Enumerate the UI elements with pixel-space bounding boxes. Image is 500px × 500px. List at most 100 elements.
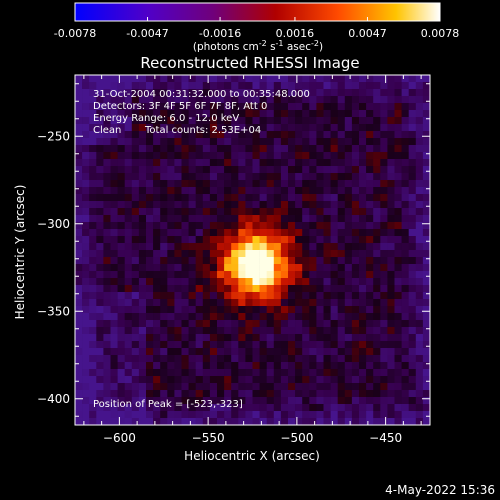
x-tick-label: −450 bbox=[369, 431, 402, 445]
heatmap-cell bbox=[174, 201, 182, 209]
heatmap-cell bbox=[117, 306, 125, 314]
heatmap-cell bbox=[380, 236, 388, 244]
heatmap-cell bbox=[401, 110, 409, 118]
heatmap-cell bbox=[330, 418, 338, 426]
x-tick-label: −550 bbox=[192, 431, 225, 445]
heatmap-cell bbox=[359, 110, 367, 118]
heatmap-cell bbox=[124, 411, 133, 419]
heatmap-cell bbox=[231, 208, 239, 216]
heatmap-cell bbox=[110, 362, 118, 370]
heatmap-cell bbox=[323, 341, 331, 349]
heatmap-cell bbox=[160, 222, 168, 230]
heatmap-cell bbox=[238, 124, 246, 132]
heatmap-cell bbox=[380, 320, 388, 328]
heatmap-cell bbox=[401, 369, 409, 377]
heatmap-cell bbox=[401, 348, 409, 356]
heatmap-cell bbox=[181, 376, 189, 384]
heatmap-cell bbox=[394, 131, 402, 139]
heatmap-cell bbox=[188, 397, 196, 405]
heatmap-cell bbox=[387, 404, 395, 412]
heatmap-cell bbox=[330, 236, 338, 244]
heatmap-cell bbox=[103, 201, 111, 209]
heatmap-cell bbox=[110, 397, 118, 405]
heatmap-cell bbox=[110, 229, 118, 237]
heatmap-cell bbox=[209, 222, 218, 230]
heatmap-cell bbox=[146, 376, 154, 384]
heatmap-cell bbox=[138, 187, 147, 195]
heatmap-cell bbox=[103, 117, 111, 125]
heatmap-cell bbox=[146, 110, 154, 118]
heatmap-cell bbox=[231, 103, 239, 111]
heatmap-cell bbox=[422, 390, 431, 398]
heatmap-cell bbox=[96, 124, 104, 132]
heatmap-cell bbox=[323, 180, 331, 188]
heatmap-cell bbox=[138, 285, 147, 293]
heatmap-cell bbox=[295, 124, 303, 132]
heatmap-cell bbox=[330, 166, 338, 174]
heatmap-cell bbox=[181, 404, 189, 412]
heatmap-cell bbox=[337, 180, 346, 188]
heatmap-cell bbox=[302, 110, 310, 118]
heatmap-cell bbox=[295, 166, 303, 174]
heatmap-cell bbox=[209, 320, 218, 328]
heatmap-cell bbox=[422, 313, 431, 321]
heatmap-cell bbox=[295, 145, 303, 153]
heatmap-cell bbox=[394, 138, 402, 146]
heatmap-cell bbox=[89, 131, 97, 139]
heatmap-cell bbox=[288, 75, 296, 83]
heatmap-cell bbox=[266, 376, 275, 384]
heatmap-cell bbox=[231, 222, 239, 230]
heatmap-cell bbox=[124, 418, 133, 426]
heatmap-cell bbox=[167, 257, 175, 265]
heatmap-cell bbox=[224, 355, 232, 363]
heatmap-cell bbox=[330, 313, 338, 321]
heatmap-cell bbox=[209, 194, 218, 202]
heatmap-cell bbox=[117, 215, 125, 223]
heatmap-cell bbox=[422, 376, 431, 384]
heatmap-cell bbox=[209, 418, 218, 426]
heatmap-cell bbox=[316, 138, 324, 146]
heatmap-cell bbox=[188, 82, 196, 90]
heatmap-cell bbox=[224, 313, 232, 321]
heatmap-cell bbox=[245, 404, 253, 412]
heatmap-cell bbox=[280, 131, 289, 139]
heatmap-cell bbox=[96, 250, 104, 258]
heatmap-cell bbox=[337, 152, 346, 160]
heatmap-cell bbox=[273, 404, 282, 412]
heatmap-cell bbox=[181, 117, 189, 125]
heatmap-cell bbox=[295, 187, 303, 195]
heatmap-cell bbox=[373, 348, 381, 356]
heatmap-cell bbox=[89, 138, 97, 146]
heatmap-cell bbox=[117, 397, 125, 405]
heatmap-cell bbox=[280, 222, 289, 230]
heatmap-cell bbox=[394, 208, 402, 216]
heatmap-cell bbox=[316, 404, 324, 412]
heatmap-cell bbox=[181, 201, 189, 209]
heatmap-cell bbox=[231, 383, 239, 391]
heatmap-cell bbox=[316, 320, 324, 328]
heatmap-cell bbox=[309, 208, 317, 216]
heatmap-cell bbox=[273, 278, 282, 286]
heatmap-cell bbox=[422, 201, 431, 209]
heatmap-cell bbox=[316, 397, 324, 405]
heatmap-cell bbox=[231, 110, 239, 118]
heatmap-cell bbox=[394, 243, 402, 251]
heatmap-cell bbox=[323, 124, 331, 132]
heatmap-cell bbox=[280, 404, 289, 412]
heatmap-cell bbox=[373, 229, 381, 237]
heatmap-cell bbox=[82, 201, 90, 209]
heatmap-cell bbox=[202, 215, 211, 223]
heatmap-cell bbox=[259, 257, 267, 265]
heatmap-cell bbox=[96, 355, 104, 363]
heatmap-cell bbox=[82, 264, 90, 272]
heatmap-cell bbox=[337, 89, 346, 97]
heatmap-cell bbox=[280, 124, 289, 132]
heatmap-cell bbox=[401, 306, 409, 314]
heatmap-cell bbox=[188, 75, 196, 83]
heatmap-cell bbox=[231, 355, 239, 363]
heatmap-cell bbox=[138, 418, 147, 426]
heatmap-cell bbox=[252, 376, 260, 384]
heatmap-cell bbox=[110, 131, 118, 139]
heatmap-cell bbox=[124, 145, 133, 153]
heatmap-cell bbox=[131, 82, 140, 90]
